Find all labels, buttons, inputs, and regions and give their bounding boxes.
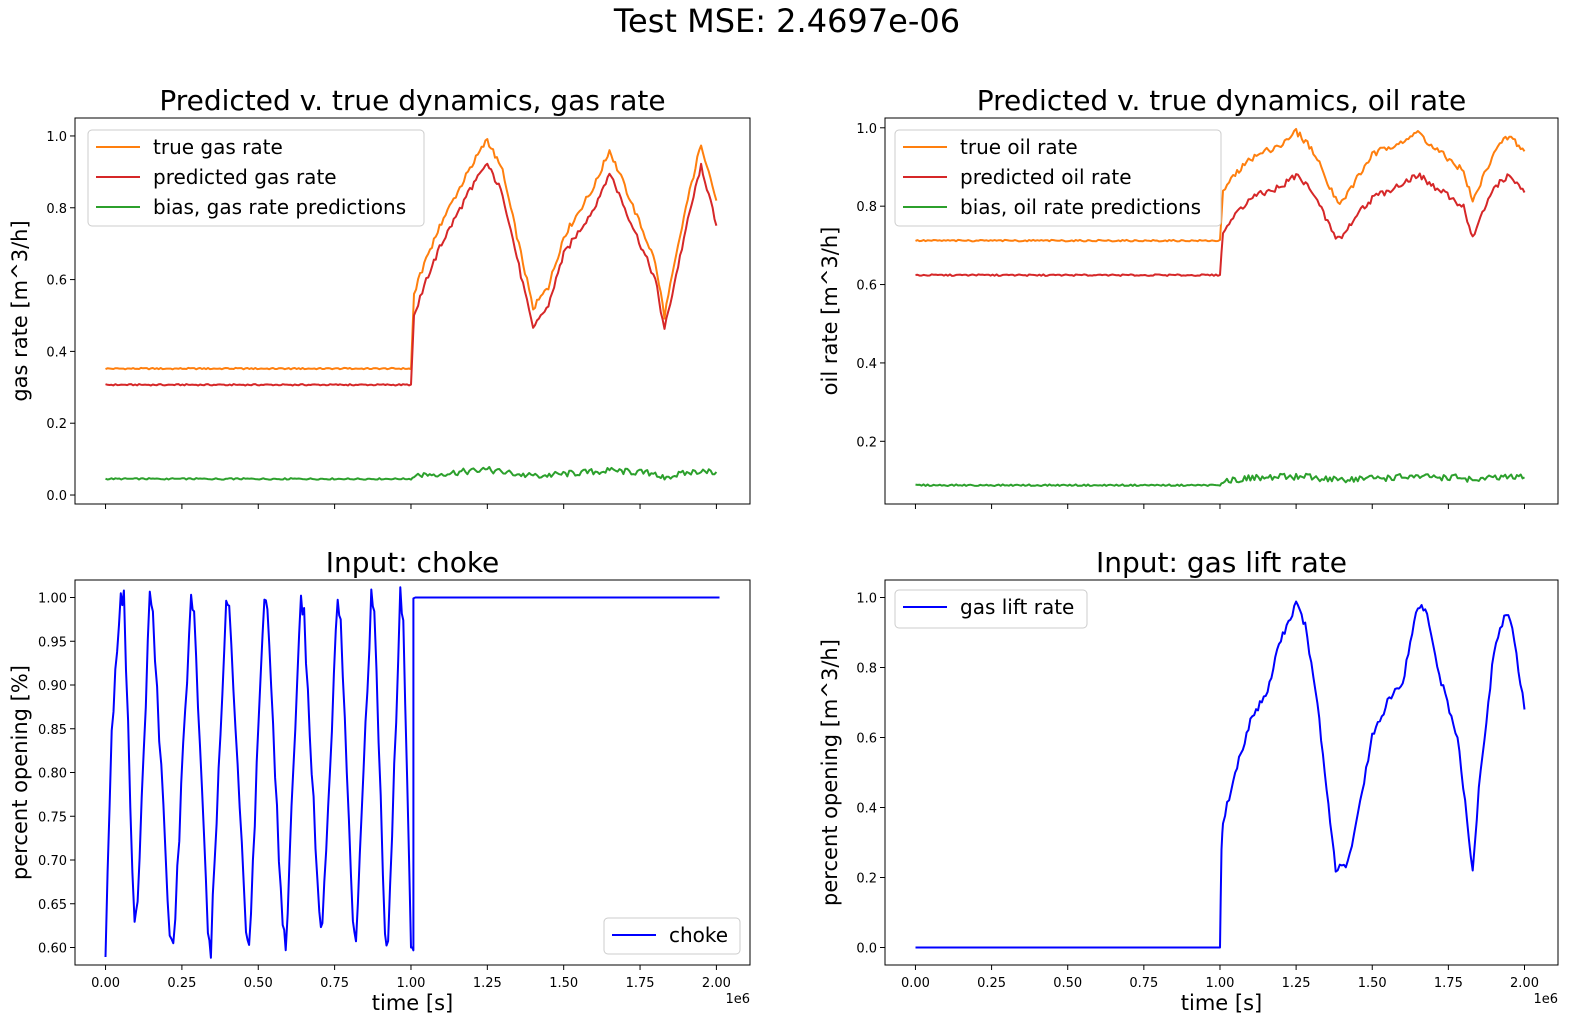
panel-title: Predicted v. true dynamics, oil rate bbox=[977, 84, 1466, 117]
figure-suptitle: Test MSE: 2.4697e-06 bbox=[613, 2, 961, 40]
x-tick-label: 0.00 bbox=[901, 976, 930, 991]
x-tick-label: 1.00 bbox=[396, 976, 425, 991]
oil-rate-panel: Predicted v. true dynamics, oil rate 0.2 0… bbox=[818, 84, 1559, 509]
y-axis-label: percent opening [m^3/h] bbox=[818, 639, 842, 906]
x-offset-label: 1e6 bbox=[725, 992, 750, 1007]
legend: true oil rate predicted oil rate bias, oil… bbox=[894, 129, 1222, 227]
panel-title: Input: choke bbox=[326, 546, 500, 579]
x-tick-label: 1.75 bbox=[1434, 976, 1463, 991]
x-tick-label: 0.75 bbox=[320, 976, 349, 991]
x-tick-label: 1.25 bbox=[1282, 976, 1311, 991]
legend-label: true gas rate bbox=[153, 135, 283, 159]
legend-label: choke bbox=[669, 923, 728, 947]
y-tick-label: 0.2 bbox=[856, 872, 877, 887]
series-line bbox=[915, 172, 1526, 277]
y-tick-label: 0.8 bbox=[46, 202, 67, 217]
y-tick-label: 0.4 bbox=[856, 357, 877, 372]
y-tick-label: 0.0 bbox=[856, 942, 877, 957]
y-tick-label: 0.65 bbox=[38, 898, 67, 913]
x-tick-label: 1.25 bbox=[473, 976, 502, 991]
y-axis-label: percent opening [%] bbox=[8, 665, 32, 880]
x-tick-label: 0.50 bbox=[1053, 976, 1082, 991]
y-tick-label: 0.4 bbox=[856, 802, 877, 817]
legend-box bbox=[894, 589, 1088, 629]
y-tick-label: 0.90 bbox=[38, 679, 67, 694]
y-tick-label: 0.95 bbox=[38, 635, 67, 650]
series-line bbox=[915, 127, 1526, 243]
x-tick-label: 1.75 bbox=[626, 976, 655, 991]
series-line bbox=[105, 466, 718, 481]
legend-label: gas lift rate bbox=[960, 595, 1074, 619]
y-tick-label: 0.2 bbox=[856, 435, 877, 450]
legend: gas lift rate bbox=[894, 589, 1088, 629]
axes-frame bbox=[74, 117, 751, 505]
y-tick-label: 1.0 bbox=[856, 592, 877, 607]
legend: choke bbox=[603, 917, 741, 955]
legend-label: true oil rate bbox=[960, 135, 1078, 159]
y-tick-label: 0.8 bbox=[856, 200, 877, 215]
y-tick-label: 1.0 bbox=[856, 122, 877, 137]
x-tick-label: 0.25 bbox=[167, 976, 196, 991]
panel-title: Input: gas lift rate bbox=[1096, 546, 1347, 579]
legend-label: bias, oil rate predictions bbox=[960, 195, 1201, 219]
x-tick-label: 0.00 bbox=[91, 976, 120, 991]
choke-input-panel: Input: choke 0.60 0.65 0.70 0.75 0.80 0.85 0.90… bbox=[8, 546, 751, 1015]
series-line bbox=[915, 472, 1525, 487]
x-tick-label: 1.50 bbox=[549, 976, 578, 991]
y-tick-label: 0.70 bbox=[38, 854, 67, 869]
x-tick-label: 0.50 bbox=[244, 976, 273, 991]
y-tick-label: 0.8 bbox=[856, 662, 877, 677]
y-tick-label: 0.6 bbox=[856, 732, 877, 747]
x-tick-label: 2.00 bbox=[1510, 976, 1539, 991]
x-tick-label: 0.25 bbox=[977, 976, 1006, 991]
y-tick-label: 0.80 bbox=[38, 767, 67, 782]
y-tick-label: 0.2 bbox=[46, 417, 67, 432]
legend-box bbox=[894, 129, 1222, 227]
y-tick-label: 0.85 bbox=[38, 723, 67, 738]
x-axis-label: time [s] bbox=[1181, 991, 1262, 1015]
legend-box bbox=[603, 917, 741, 955]
series-line bbox=[105, 162, 718, 387]
legend-box bbox=[87, 129, 425, 227]
y-tick-label: 0.4 bbox=[46, 345, 67, 360]
y-axis-label: gas rate [m^3/h] bbox=[8, 220, 32, 401]
y-tick-label: 1.0 bbox=[46, 130, 67, 145]
x-tick-label: 1.50 bbox=[1358, 976, 1387, 991]
legend-label: predicted oil rate bbox=[960, 165, 1132, 189]
x-axis-label: time [s] bbox=[372, 991, 453, 1015]
y-axis-label: oil rate [m^3/h] bbox=[818, 227, 842, 396]
panel-title: Predicted v. true dynamics, gas rate bbox=[159, 84, 665, 117]
y-tick-label: 0.0 bbox=[46, 489, 67, 504]
x-tick-label: 0.75 bbox=[1129, 976, 1158, 991]
gas-rate-panel: Predicted v. true dynamics, gas rate 0.0 0… bbox=[8, 84, 751, 509]
series-line bbox=[915, 600, 1526, 949]
y-tick-label: 0.6 bbox=[46, 274, 67, 289]
legend-label: predicted gas rate bbox=[153, 165, 337, 189]
y-tick-label: 0.60 bbox=[38, 942, 67, 957]
x-offset-label: 1e6 bbox=[1533, 992, 1558, 1007]
y-tick-label: 0.6 bbox=[856, 279, 877, 294]
y-tick-label: 0.75 bbox=[38, 810, 67, 825]
gas-lift-input-panel: Input: gas lift rate 0.0 0.2 0.4 0.6 0.8 1.0 0.… bbox=[818, 546, 1559, 1015]
legend-label: bias, gas rate predictions bbox=[153, 195, 406, 219]
legend: true gas rate predicted gas rate bias, gas… bbox=[87, 129, 425, 227]
axes-frame bbox=[884, 579, 1559, 966]
axes-frame bbox=[884, 117, 1559, 505]
y-tick-label: 1.00 bbox=[38, 592, 67, 607]
series-line bbox=[104, 586, 720, 959]
x-tick-label: 1.00 bbox=[1206, 976, 1235, 991]
x-tick-label: 2.00 bbox=[702, 976, 731, 991]
